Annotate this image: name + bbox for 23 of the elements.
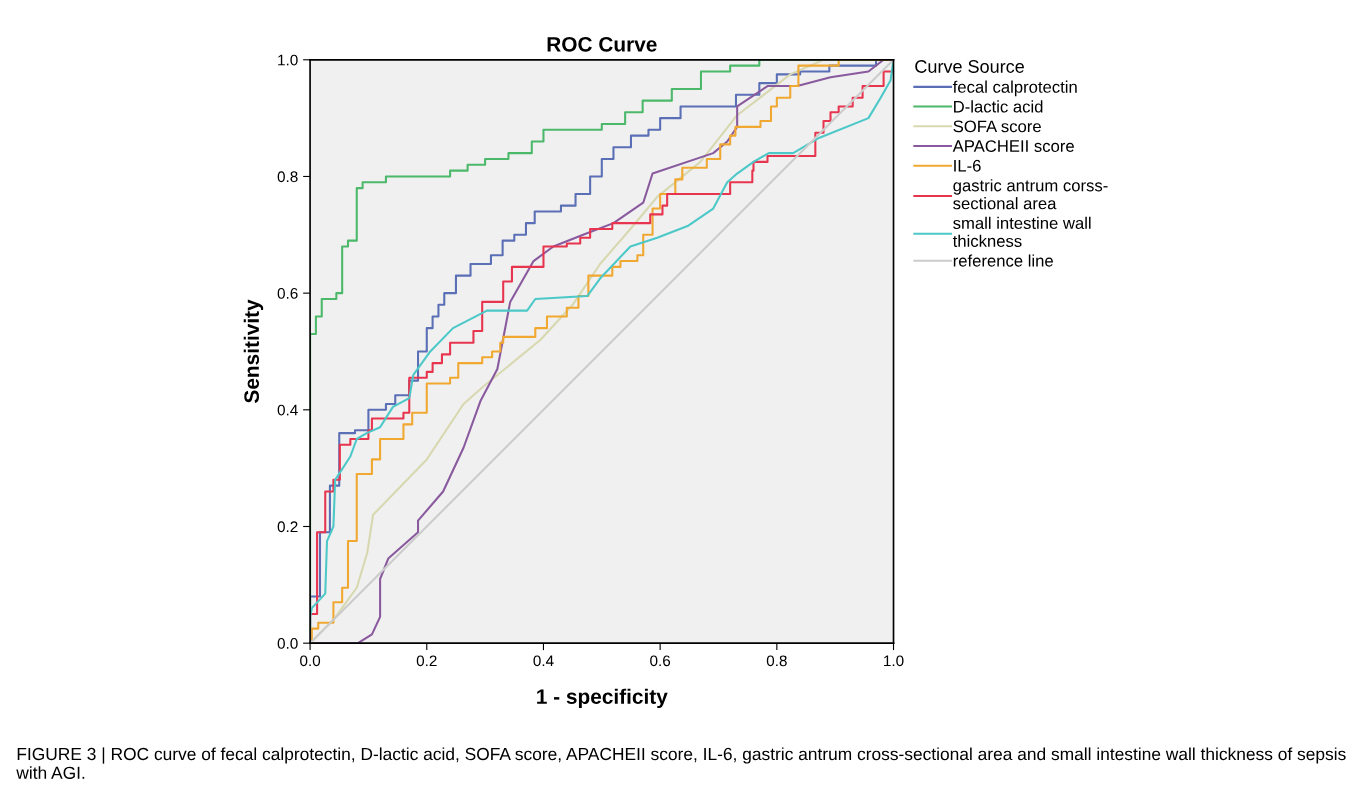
x-tick-label: 1.0 [884, 655, 904, 667]
legend-label: IL-6 [954, 159, 981, 172]
x-tick-label: 0.6 [650, 655, 671, 667]
y-tick-label: 1.0 [278, 54, 298, 66]
legend-label: D-lactic acid [954, 100, 1043, 113]
y-axis-title: Sensitivity [243, 299, 264, 403]
chart-title: ROC Curve [547, 36, 657, 52]
x-tick-label: 0.4 [533, 655, 554, 667]
x-axis-title: 1 - specificity [537, 688, 668, 709]
y-tick-label: 0.2 [277, 521, 298, 533]
y-tick-label: 0.0 [277, 638, 298, 649]
y-tick-label: 0.8 [277, 171, 298, 183]
x-tick-label: 0.2 [416, 655, 437, 667]
x-tick-label: 0.0 [300, 655, 321, 667]
legend-title: Curve Source [915, 60, 1024, 73]
legend-label: SOFA score [953, 120, 1041, 133]
x-tick-label: 0.8 [766, 655, 787, 667]
legend-label: fecal calprotectin [952, 80, 1077, 97]
legend-label: reference line [953, 254, 1053, 267]
legend-label: APACHEII score [952, 140, 1074, 152]
caption: FIGURE 3 | ROC curve of fecal calprotectin, D-lactic acid, SOFA score, APACHEII score, IL-6, gastric antrum cross-sectional area and small intestine wall thickness of sepsis with AGI. [16, 747, 1346, 779]
y-tick-label: 0.6 [277, 288, 298, 299]
y-tick-label: 0.4 [277, 404, 298, 416]
